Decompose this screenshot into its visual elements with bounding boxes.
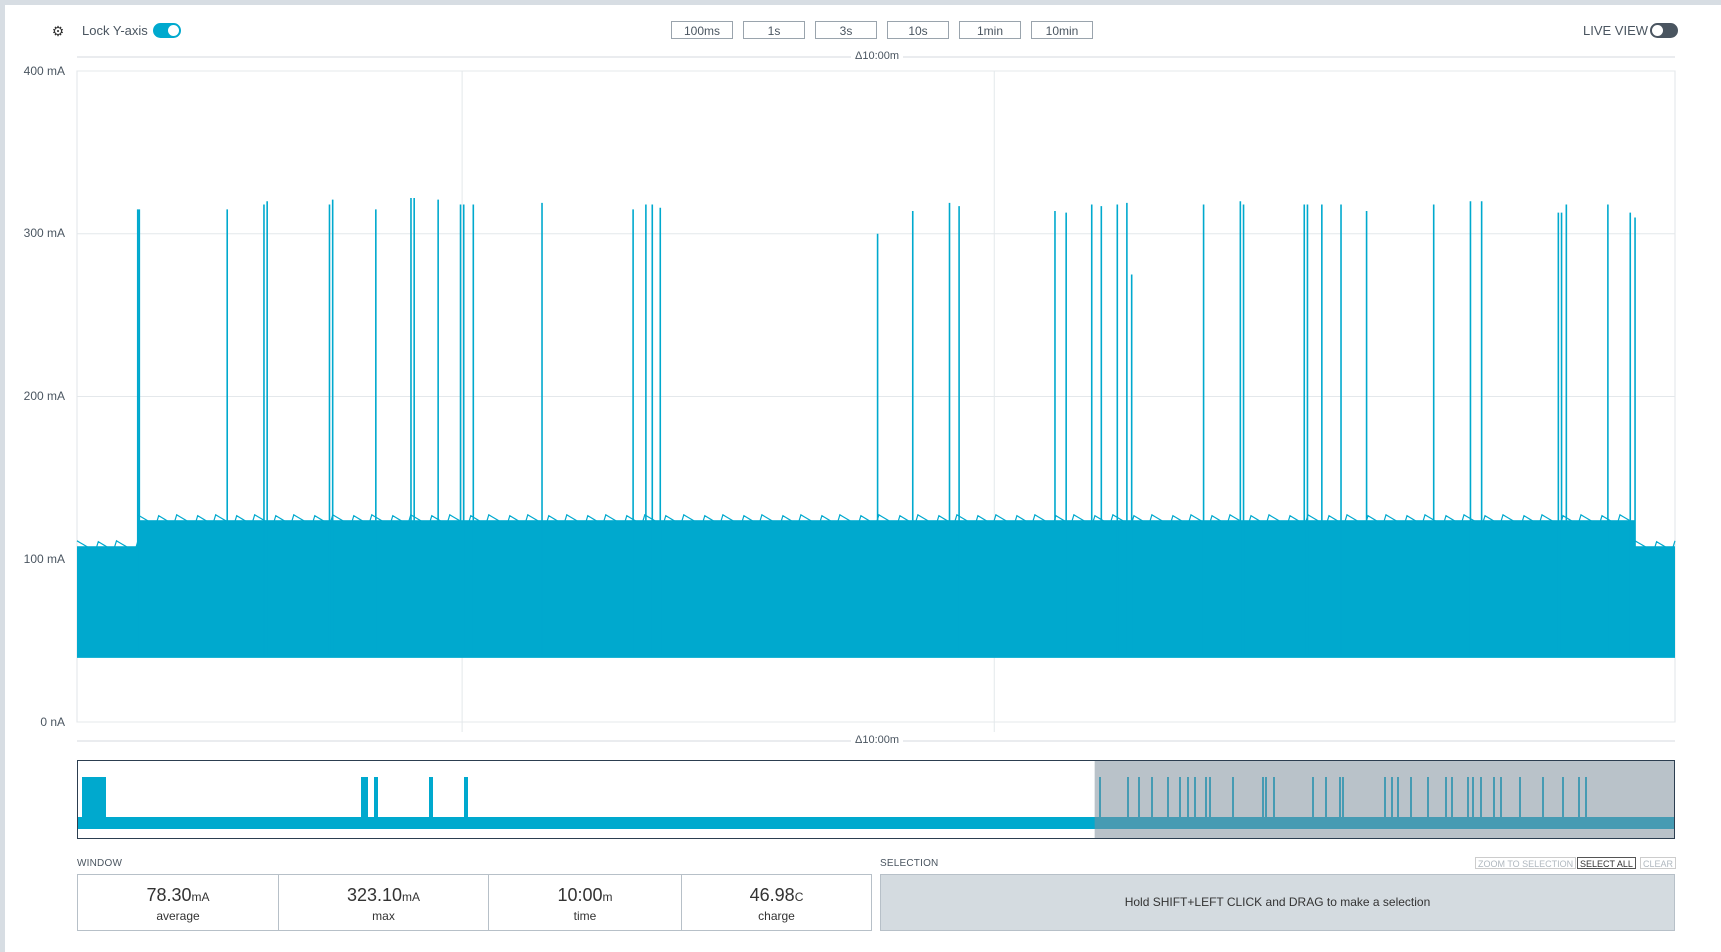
clear-selection-button[interactable]: CLEAR (1640, 857, 1677, 869)
stat-max: 323.10mA max (278, 874, 489, 931)
selection-hint: Hold SHIFT+LEFT CLICK and DRAG to make a… (1124, 895, 1431, 909)
current-chart[interactable] (0, 0, 1721, 752)
live-view-toggle[interactable] (1650, 23, 1678, 38)
minimap-spike (361, 777, 368, 819)
stat-label: charge (758, 909, 795, 923)
stat-label: max (372, 909, 395, 923)
time-span-bottom-label: Δ10:00m (851, 734, 904, 746)
time-window-100ms-button[interactable]: 100ms (671, 21, 733, 39)
lock-y-axis-label: Lock Y-axis (82, 23, 148, 38)
selection-section-title: SELECTION (880, 858, 939, 869)
stat-unit: mA (191, 890, 210, 904)
stat-value: 10:00 (557, 885, 603, 905)
select-all-button[interactable]: SELECT ALL (1577, 857, 1636, 869)
stat-value: 323.10 (346, 885, 403, 905)
time-window-1s-button[interactable]: 1s (743, 21, 805, 39)
stat-unit: m (602, 890, 613, 904)
trace-band (77, 546, 138, 657)
minimap-trace (78, 761, 1674, 838)
minimap-spike (464, 777, 468, 819)
stat-value: 46.98 (749, 885, 795, 905)
stat-unit: C (794, 890, 804, 904)
y-tick-label: 0 nA (40, 715, 65, 729)
minimap-selection-window (1094, 761, 1674, 838)
toggle-knob (1652, 25, 1663, 36)
time-window-10s-button[interactable]: 10s (887, 21, 949, 39)
y-tick-label: 200 mA (23, 389, 65, 403)
stat-label: time (573, 909, 597, 923)
minimap-spike (374, 777, 378, 819)
toggle-knob (168, 25, 179, 36)
stat-charge: 46.98C charge (681, 874, 872, 931)
trace-band (137, 520, 1636, 657)
time-window-1min-button[interactable]: 1min (959, 21, 1021, 39)
stat-average: 78.30mA average (77, 874, 279, 931)
minimap-spike (429, 777, 433, 819)
y-tick-label: 300 mA (23, 226, 65, 240)
minimap-burst (82, 777, 106, 829)
selection-hint-box: Hold SHIFT+LEFT CLICK and DRAG to make a… (880, 874, 1675, 931)
stat-value: 78.30 (146, 885, 192, 905)
time-window-3s-button[interactable]: 3s (815, 21, 877, 39)
y-tick-label: 400 mA (23, 64, 65, 78)
time-window-10min-button[interactable]: 10min (1031, 21, 1093, 39)
stat-time: 10:00m time (488, 874, 682, 931)
window-section-title: WINDOW (77, 858, 123, 869)
lock-y-axis-toggle[interactable] (153, 23, 181, 38)
zoom-to-selection-button[interactable]: ZOOM TO SELECTION (1475, 857, 1577, 869)
minimap-overview[interactable] (77, 760, 1675, 839)
time-span-top-label: Δ10:00m (851, 50, 904, 62)
stat-unit: mA (402, 890, 421, 904)
stat-label: average (156, 909, 200, 923)
trace-band (1635, 546, 1675, 657)
settings-gear-icon[interactable]: ⚙ (51, 23, 65, 39)
trace-noise-edge (76, 513, 1676, 553)
live-view-label: LIVE VIEW (1583, 23, 1649, 38)
y-tick-label: 100 mA (23, 552, 65, 566)
